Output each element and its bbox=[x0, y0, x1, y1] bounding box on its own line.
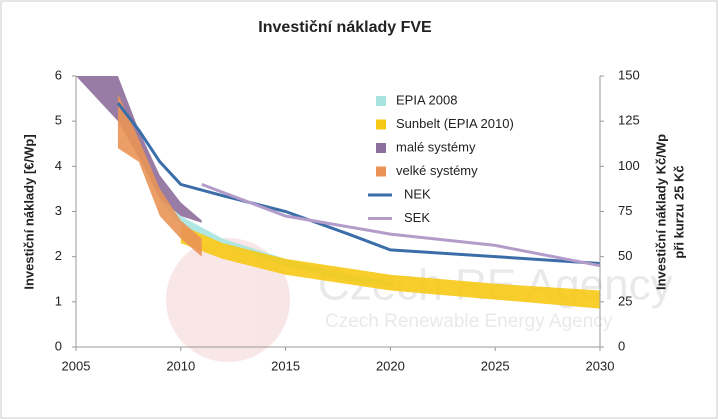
y2-tick-label: 50 bbox=[618, 248, 632, 263]
legend-label: malé systémy bbox=[396, 139, 476, 154]
legend-swatch bbox=[376, 96, 386, 106]
x-tick-label: 2020 bbox=[376, 358, 405, 373]
x-tick-label: 2015 bbox=[271, 358, 300, 373]
x-tick-label: 2005 bbox=[62, 358, 91, 373]
watermark-subtext: Czech Renewable Energy Agency bbox=[325, 311, 613, 332]
legend-label: NEK bbox=[404, 186, 431, 201]
y-tick-label: 1 bbox=[55, 293, 62, 308]
y-axis-label: Investiční náklady [€/Wp] bbox=[21, 134, 36, 289]
band-area bbox=[180, 225, 601, 309]
line bbox=[201, 182, 601, 268]
chart-title: Investiční náklady FVE bbox=[258, 19, 432, 36]
y2-tick-label: 150 bbox=[618, 67, 640, 82]
legend-swatch bbox=[376, 166, 386, 177]
x-tick-label: 2010 bbox=[166, 358, 195, 373]
y-tick-label: 6 bbox=[55, 67, 62, 82]
y2-tick-label: 125 bbox=[618, 113, 640, 128]
x-tick-label: 2025 bbox=[481, 358, 510, 373]
watermark-logo bbox=[166, 238, 290, 362]
legend-swatch bbox=[376, 143, 386, 153]
plot-area bbox=[76, 76, 601, 309]
legend-label: Sunbelt (EPIA 2010) bbox=[396, 116, 514, 131]
y2-tick-label: 75 bbox=[618, 203, 632, 218]
y-tick-label: 4 bbox=[55, 158, 62, 173]
band-area bbox=[117, 94, 202, 257]
legend: EPIA 2008 Sunbelt (EPIA 2010) malé systémy… bbox=[368, 92, 514, 225]
y2-tick-label: 100 bbox=[618, 158, 640, 173]
legend-label: velké systémy bbox=[396, 163, 478, 178]
y-tick-label: 0 bbox=[55, 338, 62, 353]
y-tick-label: 2 bbox=[55, 248, 62, 263]
legend-label: SEK bbox=[404, 210, 430, 225]
y-tick-label: 5 bbox=[55, 113, 62, 128]
y2-axis-label: při kurzu 25 Kč bbox=[671, 165, 686, 258]
legend-swatch bbox=[376, 119, 386, 130]
y2-axis-label: Investiční náklady Kč/Wp bbox=[653, 134, 668, 290]
x-tick-label: 2030 bbox=[586, 358, 615, 373]
y2-tick-label: 0 bbox=[618, 338, 625, 353]
y2-tick-label: 25 bbox=[618, 293, 632, 308]
legend-label: EPIA 2008 bbox=[396, 92, 457, 107]
y-tick-label: 3 bbox=[55, 203, 62, 218]
